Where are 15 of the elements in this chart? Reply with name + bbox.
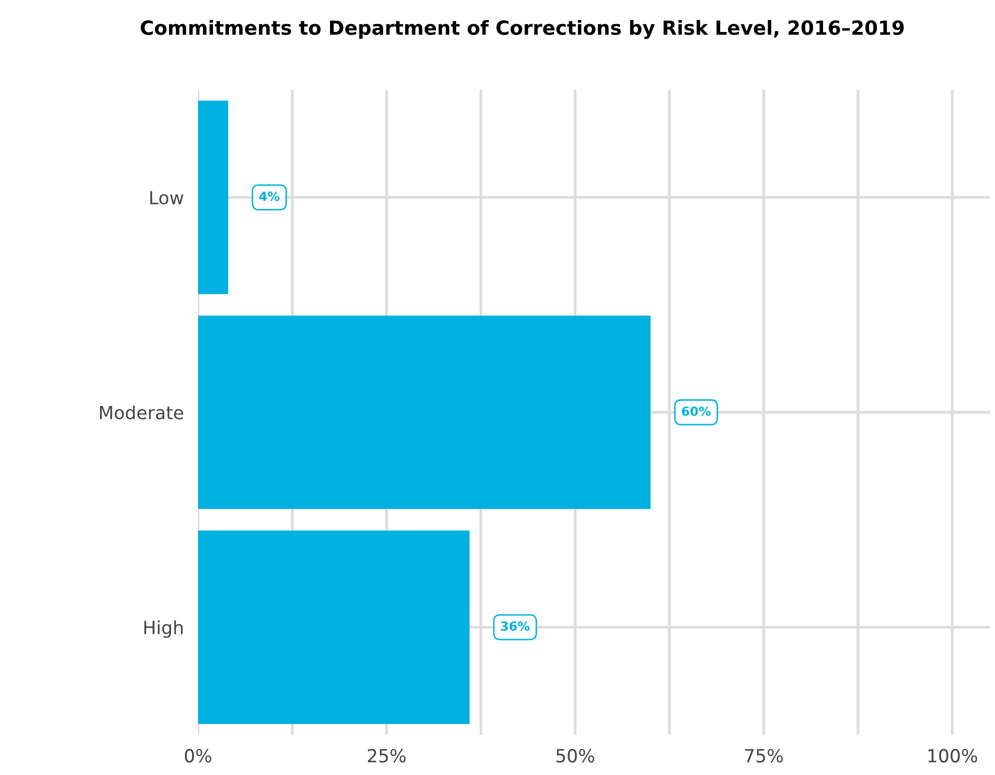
x-tick-label: 0% bbox=[184, 748, 212, 763]
x-tick-label: 50% bbox=[556, 748, 594, 763]
chart-title: Commitments to Department of Corrections by Risk Level, 2016–2019 bbox=[140, 20, 904, 39]
bar bbox=[198, 100, 228, 294]
y-tick-label: Low bbox=[150, 191, 184, 204]
x-tick-label: 25% bbox=[368, 748, 406, 763]
x-tick-label: 75% bbox=[745, 748, 783, 763]
bar bbox=[198, 530, 470, 724]
data-label: 36% bbox=[500, 621, 530, 631]
data-label: 60% bbox=[682, 406, 711, 416]
bar bbox=[198, 316, 651, 510]
y-tick-label: High bbox=[144, 620, 183, 638]
data-label: 4% bbox=[259, 192, 280, 201]
x-tick-label: 100% bbox=[928, 748, 978, 763]
y-tick-label: Moderate bbox=[100, 405, 184, 420]
